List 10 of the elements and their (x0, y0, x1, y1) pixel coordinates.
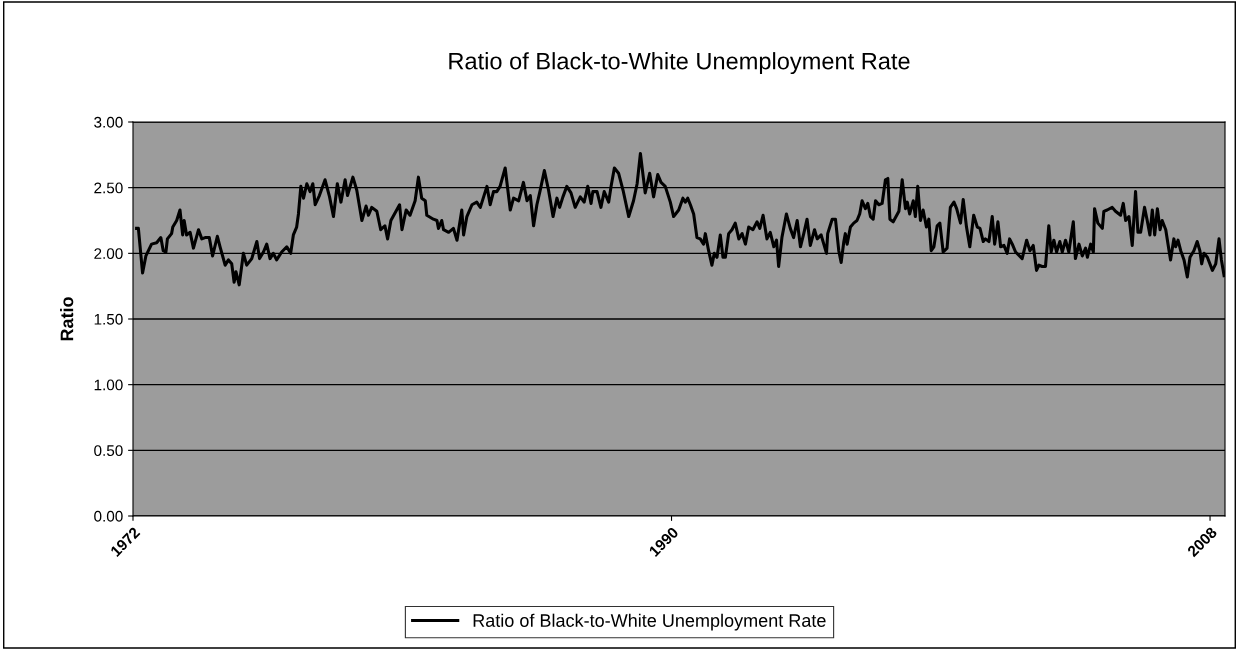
y-tick-label: 3.00 (94, 116, 123, 128)
y-tick-label: 1.00 (94, 379, 123, 391)
y-tick-label: 1.50 (94, 313, 123, 325)
y-tick-label: 0.00 (94, 510, 123, 522)
y-tick-label: 0.50 (94, 445, 123, 457)
y-axis-title: Ratio (60, 297, 74, 341)
y-tick-label: 2.00 (94, 248, 123, 260)
legend-label: Ratio of Black-to-White Unemployment Rate (473, 613, 826, 631)
chart-title: Ratio of Black-to-White Unemployment Rate (449, 52, 910, 75)
y-tick-label: 2.50 (94, 182, 123, 194)
